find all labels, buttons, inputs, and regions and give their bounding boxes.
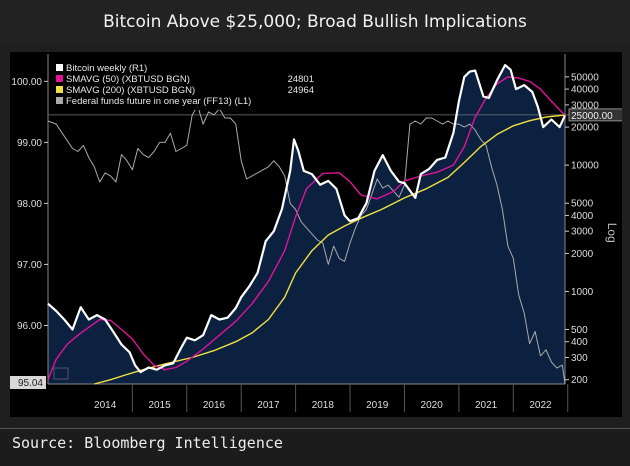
legend-label: SMAVG (50) (XBTUSD BGN)	[66, 74, 190, 85]
bitcoin-area-fill	[48, 65, 565, 384]
source-footer: Source: Bloomberg Intelligence	[0, 428, 630, 466]
reference-value-label: 25000.00	[571, 111, 613, 122]
legend-label: SMAVG (200) (XBTUSD BGN)	[66, 85, 195, 96]
left-axis-tick-label: 99.00	[17, 138, 42, 149]
x-axis-tick-label: 2019	[366, 400, 389, 411]
right-axis-tick-label: 10000	[571, 161, 599, 172]
left-last-value-box	[10, 376, 46, 389]
right-axis-tick-label: 5000	[571, 199, 594, 210]
left-axis-tick-label: 97.00	[17, 260, 42, 271]
reference-value-box	[568, 108, 622, 122]
source-text: Source: Bloomberg Intelligence	[12, 434, 283, 452]
right-axis-tick-label: 400	[571, 337, 588, 348]
right-axis-tick-label: 1000	[571, 287, 594, 298]
smavg-200-line	[94, 114, 566, 385]
legend-swatch	[56, 86, 63, 93]
right-axis-tick-label: 20000	[571, 123, 599, 134]
x-axis-tick-label: 2021	[475, 400, 498, 411]
right-axis-tick-label: 30000	[571, 100, 599, 111]
x-axis-tick-label: 2016	[203, 400, 226, 411]
legend-swatch	[56, 75, 63, 82]
legend-label: Federal funds future in one year (FF13) …	[66, 96, 251, 107]
fed-funds-future-line	[47, 105, 566, 385]
x-axis-tick-label: 2014	[94, 400, 117, 411]
x-axis-tick-label: 2015	[148, 400, 171, 411]
x-axis-tick-label: 2020	[421, 400, 444, 411]
right-axis-tick-label: 500	[571, 325, 588, 336]
chart-type-icon	[53, 367, 69, 380]
right-axis-tick-label: 4000	[571, 211, 594, 222]
left-axis-tick-label: 100.00	[11, 77, 42, 88]
chart-svg: 100.00 99.00 98.00 97.00 96.00 95.04 50000 4000…	[10, 54, 622, 412]
left-last-value-label: 95.04	[18, 378, 43, 389]
chart-title: Bitcoin Above $25,000; Broad Bullish Imp…	[0, 0, 630, 44]
right-axis-tick-label: 2000	[571, 249, 594, 260]
right-axis-label: Log	[605, 223, 619, 243]
right-axis-tick-label: 40000	[571, 85, 599, 96]
x-axis-tick-label: 2018	[312, 400, 335, 411]
legend-value: 24801	[288, 74, 314, 85]
x-axis-tick-label: 2022	[529, 400, 552, 411]
legend-box	[50, 60, 350, 110]
right-axis-tick-label: 50000	[571, 72, 599, 83]
right-axis-tick-label: 3000	[571, 227, 594, 238]
smavg-50-line	[47, 76, 566, 380]
x-axis-tick-label: 2017	[257, 400, 280, 411]
left-axis-tick-label: 96.00	[17, 321, 42, 332]
legend-swatch	[56, 64, 63, 71]
left-axis-tick-label: 98.00	[17, 199, 42, 210]
chart-panel: 100.00 99.00 98.00 97.00 96.00 95.04 50000 4000…	[10, 52, 622, 417]
legend-value: 24964	[288, 85, 314, 96]
legend-swatch	[56, 97, 63, 104]
right-axis-tick-label: 300	[571, 353, 588, 364]
legend-label: Bitcoin weekly (R1)	[66, 63, 147, 74]
bitcoin-weekly-line	[47, 63, 567, 374]
right-axis-tick-label: 200	[571, 375, 588, 386]
